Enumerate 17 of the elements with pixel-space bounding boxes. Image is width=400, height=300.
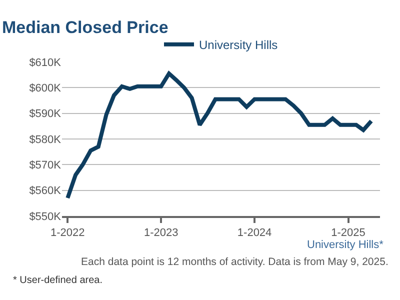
x-tick-label: 1-2024 xyxy=(237,227,272,240)
chart-title: Median Closed Price xyxy=(2,18,168,37)
y-tick-label: $580K xyxy=(29,134,62,146)
text: Each data point is 12 months of activity. Data is from May 9, 2025. xyxy=(81,256,388,268)
y-tick-label: $550K xyxy=(29,210,62,223)
legend-label: University Hills xyxy=(199,38,278,52)
line-series xyxy=(66,72,374,200)
y-tick-label: $590K xyxy=(29,108,62,120)
y-tick-label: $570K xyxy=(29,160,62,172)
x-tick-label: 1-2022 xyxy=(50,227,85,240)
y-tick-label: $560K xyxy=(29,185,62,198)
x-tick-label: 1-2025 xyxy=(331,227,366,240)
text: University Hills* xyxy=(307,239,384,251)
x-tick-label: 1-2023 xyxy=(144,227,178,240)
y-tick-label: $610K xyxy=(29,56,62,69)
y-tick-label: $600K xyxy=(29,82,62,95)
text: * User-defined area. xyxy=(13,275,102,286)
